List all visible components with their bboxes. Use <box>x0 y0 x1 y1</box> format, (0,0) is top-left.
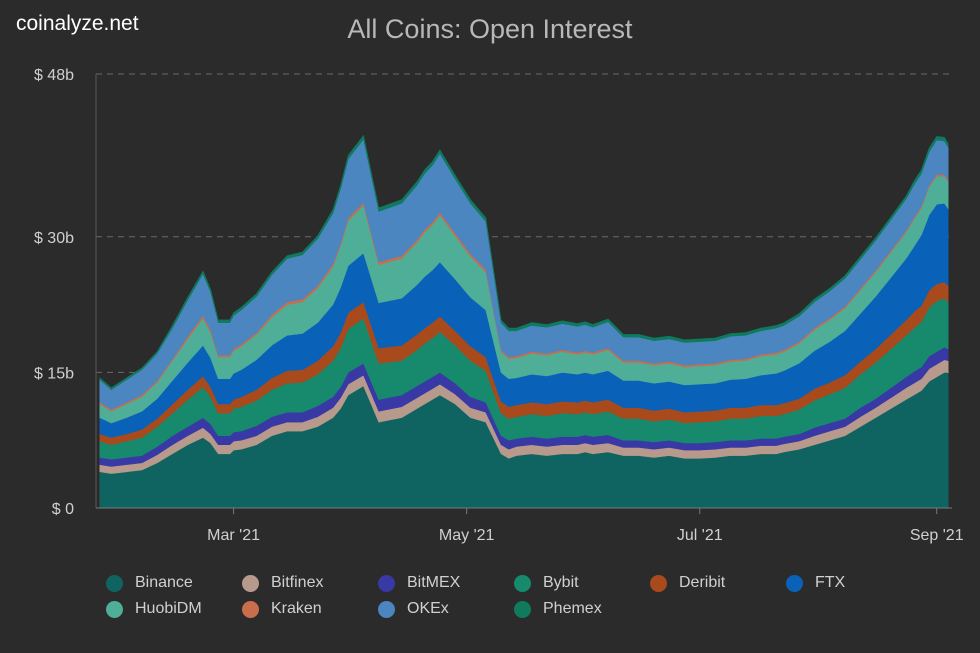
y-tick-labels: $ 0 $ 15b $ 30b $ 48b <box>34 67 74 518</box>
y-tick-label: $ 30b <box>34 230 74 247</box>
legend-swatch <box>786 574 803 592</box>
legend-item-phemex[interactable]: Phemex <box>514 600 650 618</box>
y-tick-label: $ 0 <box>52 501 74 518</box>
legend-item-bybit[interactable]: Bybit <box>514 574 650 592</box>
brand-logo-text[interactable]: coinalyze.net <box>16 12 139 35</box>
legend-swatch <box>106 574 123 592</box>
legend-item-huobidm[interactable]: HuobiDM <box>106 600 242 618</box>
x-tick-label: Mar '21 <box>207 527 260 544</box>
legend-label: Kraken <box>271 600 322 617</box>
legend-row: Binance Bitfinex BitMEX Bybit Deribit FTX <box>106 570 926 596</box>
y-tick-label: $ 15b <box>34 365 74 382</box>
legend-swatch <box>242 574 259 592</box>
legend-item-bitmex[interactable]: BitMEX <box>378 574 514 592</box>
legend-item-okex[interactable]: OKEx <box>378 600 514 618</box>
legend-swatch <box>242 600 259 618</box>
legend-label: Bybit <box>543 574 579 591</box>
x-tick-label: May '21 <box>439 527 495 544</box>
legend-swatch <box>106 600 123 618</box>
legend-swatch <box>650 574 667 592</box>
legend-item-binance[interactable]: Binance <box>106 574 242 592</box>
legend-item-bitfinex[interactable]: Bitfinex <box>242 574 378 592</box>
legend-swatch <box>514 600 531 618</box>
legend-swatch <box>514 574 531 592</box>
chart-title: All Coins: Open Interest <box>347 14 633 44</box>
x-tick-labels: Mar '21 May '21 Jul '21 Sep '21 <box>207 527 964 544</box>
legend-label: OKEx <box>407 600 449 617</box>
y-tick-label: $ 48b <box>34 67 74 84</box>
legend-label: Deribit <box>679 574 726 591</box>
legend-label: FTX <box>815 574 846 591</box>
legend-swatch <box>378 600 395 618</box>
legend-swatch <box>378 574 395 592</box>
legend-item-ftx[interactable]: FTX <box>786 574 922 592</box>
legend-row: HuobiDM Kraken OKEx Phemex <box>106 596 926 622</box>
legend-label: Binance <box>135 574 193 591</box>
legend-label: HuobiDM <box>135 600 202 617</box>
area-phemex[interactable] <box>99 134 949 390</box>
legend-item-kraken[interactable]: Kraken <box>242 600 378 618</box>
legend: Binance Bitfinex BitMEX Bybit Deribit FTX Huo… <box>106 570 926 622</box>
stacked-areas <box>99 134 949 509</box>
legend-label: Bitfinex <box>271 574 324 591</box>
legend-item-deribit[interactable]: Deribit <box>650 574 786 592</box>
legend-label: BitMEX <box>407 574 461 591</box>
x-tick-label: Jul '21 <box>677 527 723 544</box>
legend-label: Phemex <box>543 600 602 617</box>
x-tick-label: Sep '21 <box>910 527 964 544</box>
axes <box>95 74 952 514</box>
